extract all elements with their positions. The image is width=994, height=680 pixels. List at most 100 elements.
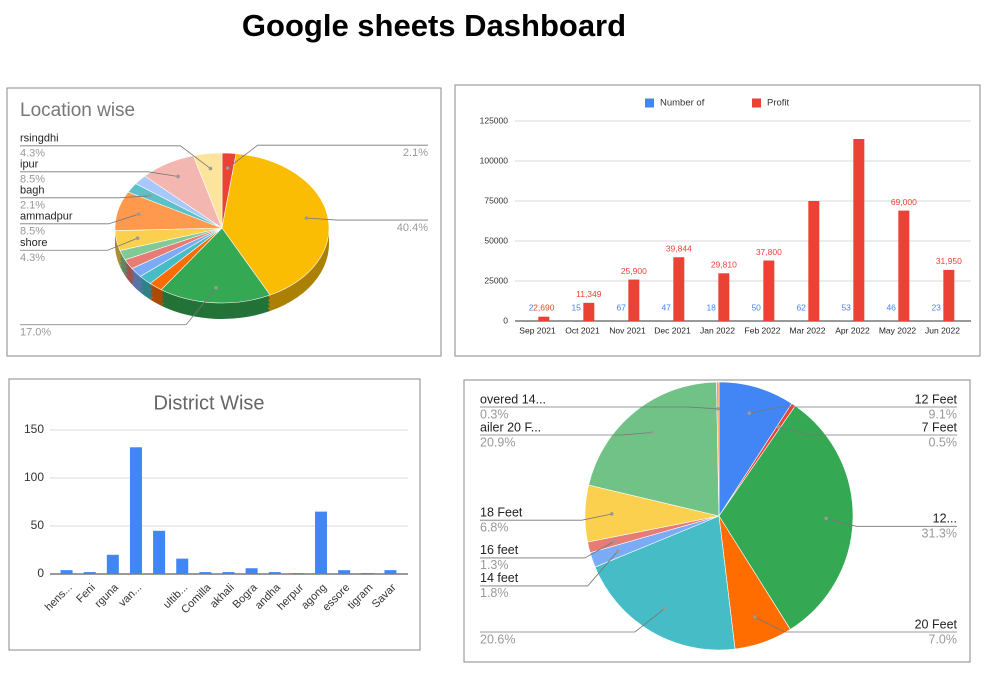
y-tick-label: 125000 [480,115,509,125]
legend-swatch [752,98,761,108]
bar [718,273,730,321]
leader-dot [612,539,617,543]
leader-dot [176,174,180,179]
slice-value: 4.3% [20,252,45,264]
leader-dot [824,516,828,521]
legend-label: Profit [767,98,790,109]
slice-label: ipur [20,159,39,171]
bar [60,570,73,574]
leader-dot [615,549,620,553]
x-tick-label: Dec 2021 [654,325,691,335]
x-tick-label: Jan 2022 [700,325,735,335]
x-tick-label: Nov 2021 [609,325,646,335]
data-label: 53 [841,302,851,312]
data-label: 37,800 [756,247,782,257]
slice-value: 8.5% [20,174,45,186]
slice-label: 12... [933,512,957,526]
slice-label: overed 14... [480,392,546,406]
leader-line [749,406,957,414]
slice-value: 9.1% [929,407,958,421]
bar [338,570,351,574]
slice-value: 1.8% [480,586,509,600]
bar [763,260,775,321]
slice-value: 20.6% [480,632,515,646]
bar [384,570,397,574]
bar [943,269,955,321]
data-label: 18 [706,302,716,312]
dashboard-title: Google sheets Dashboard [242,8,626,43]
y-tick-label: 75000 [484,195,508,205]
slice-label: bagh [20,185,44,197]
bar [538,316,550,321]
bar [315,511,328,574]
chart-title: Location wise [20,100,135,121]
slice [594,515,736,651]
leader-line [480,406,719,410]
leader-line [480,540,615,559]
slice-label: 14 feet [480,571,519,585]
leader-line [480,550,619,587]
data-label: 11,349 [576,289,602,299]
leader-dot [663,606,667,611]
leader-line [480,608,666,633]
leader-dot [716,407,720,411]
chart-title: District Wise [153,392,264,414]
slice-value: 7.0% [929,632,958,646]
data-label: 2,690 [533,302,555,312]
leader-line [826,517,957,527]
slice-value: 6.8% [480,520,509,534]
slice-value: 2.1% [403,147,428,159]
x-tick-label: May 2022 [879,325,917,335]
bar [853,139,865,321]
y-tick-label: 0 [37,566,44,580]
leader-dot [225,166,230,170]
leader-dot [136,212,141,216]
data-label: 47 [661,302,671,312]
slice-label: ailer 20 F... [480,420,541,434]
leader-line [20,195,150,199]
leader-dot [304,216,309,220]
slice [718,405,854,630]
bar [176,558,189,574]
leader-line [20,213,139,225]
panel [8,378,421,651]
data-label: 39,844 [666,243,692,253]
x-tick-label: Mar 2022 [790,325,826,335]
slice-value: 31.3% [922,527,957,541]
leader-dot [135,236,140,240]
leader-line [20,171,179,177]
slice [588,381,720,517]
slice-label: 18 Feet [480,505,523,519]
data-label: 2 [529,302,534,312]
x-tick-label: Sep 2021 [519,325,556,335]
slice-value: 4.3% [20,148,45,160]
x-tick-label: Jun 2022 [925,325,960,335]
data-label: 69,000 [891,197,917,207]
bar [268,572,281,574]
y-tick-label: 150 [24,422,44,436]
leader-line [778,426,957,436]
leader-dot [649,430,654,435]
bar [129,447,142,574]
leader-line [480,432,652,436]
slice-label: 20 Feet [915,617,958,631]
bar [673,257,685,321]
slice-value: 2.1% [20,200,45,212]
panel [454,84,981,357]
x-tick-label: Oct 2021 [565,325,600,335]
y-tick-label: 50 [31,518,45,532]
data-label: 46 [886,302,896,312]
leader-dot [753,615,757,619]
slice-label: rsingdhi [20,133,59,145]
slice-value: 0.5% [929,435,958,449]
data-label: 15 [571,302,581,312]
bar [583,302,595,321]
data-label: 62 [796,302,806,312]
data-label: 29,810 [711,260,737,270]
leader-dot [208,166,213,171]
slice-label: ammadpur [20,211,73,223]
leader-dot [747,411,752,415]
leader-line [20,145,211,169]
slice-value: 8.5% [20,226,45,238]
